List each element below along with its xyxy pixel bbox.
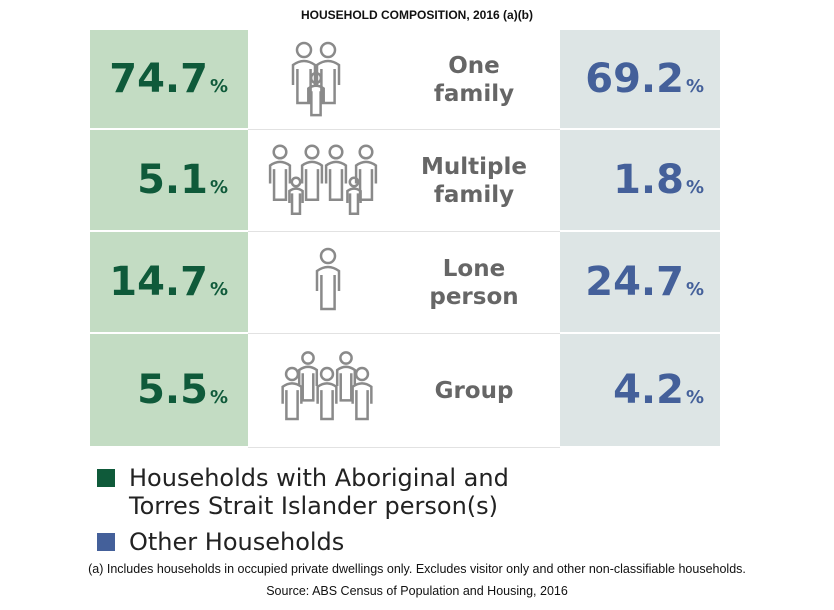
- legend-text: Other Households: [129, 528, 345, 556]
- footnote: Source: ABS Census of Population and Hou…: [266, 584, 568, 598]
- aboriginal-value: 5.1: [137, 157, 208, 203]
- aboriginal-value: 14.7: [109, 259, 208, 305]
- aboriginal-cell: 5.5%: [90, 334, 248, 448]
- other-cell: 24.7%: [560, 232, 720, 334]
- legend-text: Households with Aboriginal and Torres St…: [129, 464, 509, 520]
- aboriginal-cell: 5.1%: [90, 130, 248, 232]
- other-cell: 1.8%: [560, 130, 720, 232]
- household-icon: [281, 351, 373, 421]
- unit: %: [209, 386, 228, 408]
- row: 5.5% Group 4.2%: [90, 334, 720, 448]
- legend-swatch: [97, 533, 115, 551]
- row: 74.7% One family 69.2%: [90, 30, 720, 130]
- household-label: Multiple family: [421, 153, 527, 208]
- household-label: One family: [433, 52, 515, 107]
- unit: %: [685, 386, 704, 408]
- unit: %: [209, 278, 228, 300]
- aboriginal-cell: 74.7%: [90, 30, 248, 130]
- footnote: (a) Includes households in occupied priv…: [88, 562, 746, 576]
- household-type: Group: [248, 334, 560, 448]
- other-value: 69.2: [585, 56, 684, 102]
- household-label: Group: [434, 377, 514, 404]
- unit: %: [209, 75, 228, 97]
- unit: %: [685, 176, 704, 198]
- legend-swatch: [97, 469, 115, 487]
- household-icon: [291, 41, 341, 117]
- other-cell: 4.2%: [560, 334, 720, 448]
- other-value: 24.7: [585, 259, 684, 305]
- household-type: One family: [248, 30, 560, 130]
- legend-item: Households with Aboriginal and Torres St…: [97, 464, 537, 520]
- row: 5.1% Multiple family 1.8%: [90, 130, 720, 232]
- household-type: Lone person: [248, 232, 560, 334]
- title: HOUSEHOLD COMPOSITION, 2016 (a)(b): [300, 8, 534, 22]
- other-cell: 69.2%: [560, 30, 720, 130]
- aboriginal-value: 74.7: [109, 56, 208, 102]
- row: 14.7% Lone person 24.7%: [90, 232, 720, 334]
- unit: %: [209, 176, 228, 198]
- household-icon: [315, 247, 341, 311]
- unit: %: [685, 278, 704, 300]
- other-value: 1.8: [613, 157, 684, 203]
- household-icon: [268, 144, 378, 216]
- aboriginal-cell: 14.7%: [90, 232, 248, 334]
- unit: %: [685, 75, 704, 97]
- legend-item: Other Households: [97, 528, 537, 556]
- aboriginal-value: 5.5: [137, 367, 208, 413]
- household-type: Multiple family: [248, 130, 560, 232]
- household-label: Lone person: [429, 255, 519, 310]
- other-value: 4.2: [613, 367, 684, 413]
